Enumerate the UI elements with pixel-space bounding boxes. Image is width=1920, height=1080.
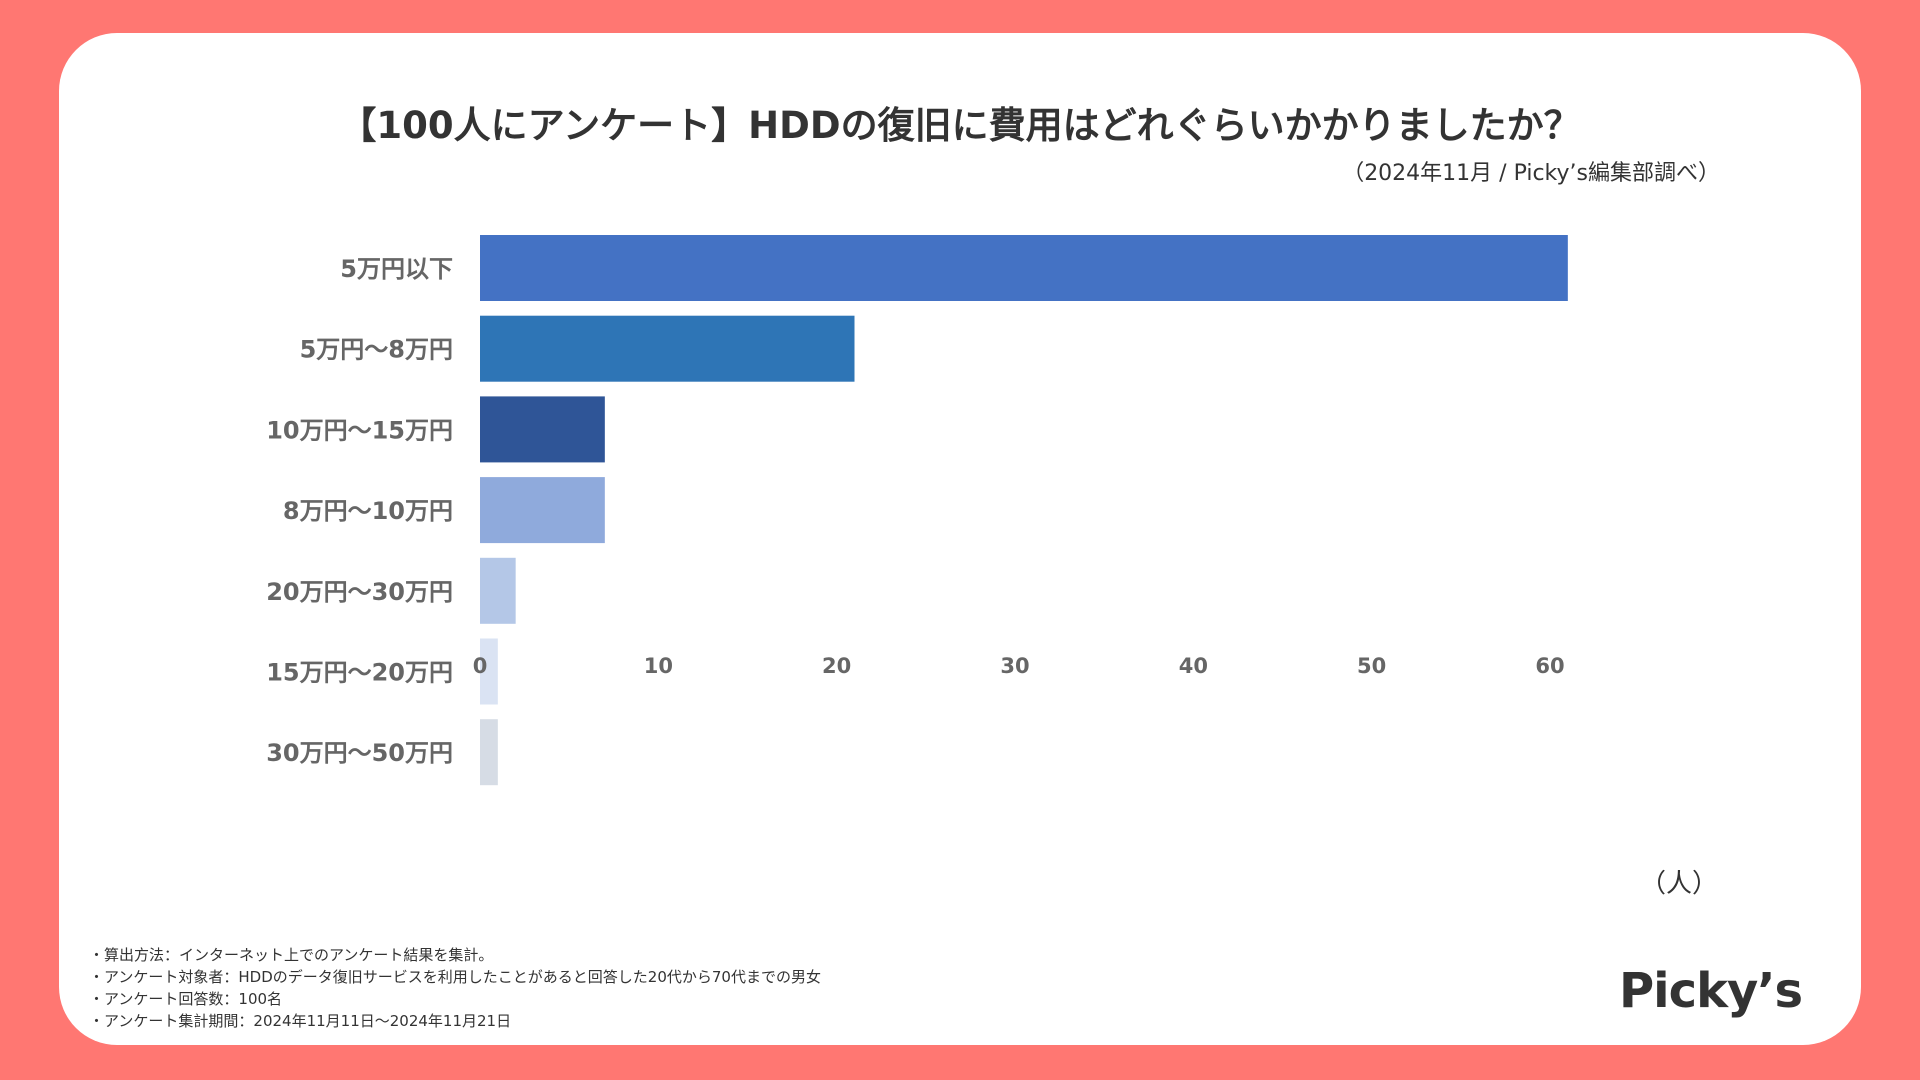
chart-card: 【100人にアンケート】HDDの復旧に費用はどれぐらいかかりましたか？ （202…: [59, 33, 1861, 1045]
bar: [480, 719, 498, 786]
category-label: 8万円〜10万円: [283, 497, 453, 525]
x-tick-label: 60: [1535, 654, 1564, 678]
x-axis-unit-label: （人）: [1640, 869, 1719, 899]
bar: [480, 477, 605, 544]
x-axis-ticks: 0 10 20 30 40 50 60: [473, 654, 1565, 678]
note-target: ・アンケート対象者：HDDのデータ復旧サービスを利用したことがあると回答した20…: [89, 968, 821, 986]
category-labels: 5万円以下 5万円〜8万円 10万円〜15万円 8万円〜10万円 20万円〜30万円 15…: [266, 255, 453, 767]
bar: [480, 557, 516, 624]
bars: [480, 235, 1568, 786]
bar: [480, 638, 498, 705]
bar: [480, 235, 1568, 301]
x-tick-label: 40: [1179, 654, 1208, 678]
chart-title: 【100人にアンケート】HDDの復旧に費用はどれぐらいかかりましたか？: [339, 104, 1581, 147]
category-label: 20万円〜30万円: [266, 578, 453, 606]
bar-chart: 5万円以下 5万円〜8万円 10万円〜15万円 8万円〜10万円 20万円〜30万円 15…: [266, 235, 1568, 786]
bar: [480, 396, 605, 463]
bar: [480, 315, 855, 382]
category-label: 15万円〜20万円: [266, 659, 453, 687]
x-tick-label: 50: [1357, 654, 1386, 678]
category-label: 5万円〜8万円: [300, 336, 453, 364]
survey-notes: ・算出方法：インターネット上でのアンケート結果を集計。 ・アンケート対象者：HD…: [89, 944, 821, 1032]
category-label: 30万円〜50万円: [266, 739, 453, 767]
source-note: （2024年11月 / Picky’s編集部調べ）: [1342, 161, 1720, 186]
x-tick-label: 0: [473, 654, 488, 678]
note-period: ・アンケート集計期間：2024年11月11日〜2024年11月21日: [89, 1012, 512, 1030]
category-label: 5万円以下: [340, 255, 453, 283]
note-method: ・算出方法：インターネット上でのアンケート結果を集計。: [89, 946, 494, 964]
note-responses: ・アンケート回答数：100名: [89, 990, 283, 1008]
x-tick-label: 20: [822, 654, 851, 678]
x-tick-label: 10: [644, 654, 673, 678]
x-tick-label: 30: [1000, 654, 1029, 678]
category-label: 10万円〜15万円: [266, 416, 453, 444]
pickys-logo: Picky’s: [1619, 963, 1803, 1019]
